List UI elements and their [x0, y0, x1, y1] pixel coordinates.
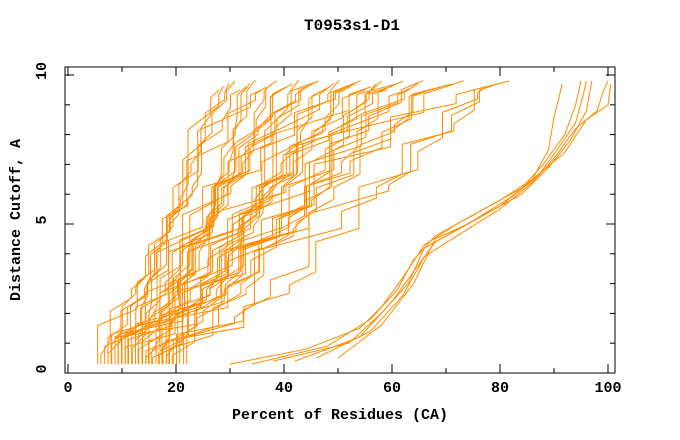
- model-curve: [110, 86, 267, 365]
- x-tick-label: 0: [63, 380, 72, 397]
- model-curve: [294, 80, 593, 362]
- model-curve: [165, 83, 335, 365]
- model-curve: [117, 83, 230, 365]
- model-curve: [97, 89, 220, 365]
- x-tick-label: 20: [167, 380, 185, 397]
- model-curve: [251, 80, 582, 365]
- model-curve: [100, 89, 262, 365]
- x-tick-label: 80: [491, 380, 509, 397]
- model-curve: [107, 89, 346, 365]
- model-curve: [172, 83, 419, 365]
- model-curve: [104, 89, 304, 365]
- model-curve: [114, 86, 309, 365]
- model-curve: [337, 83, 612, 359]
- model-curve: [186, 80, 510, 365]
- model-curve: [121, 86, 392, 365]
- model-curve: [135, 83, 453, 365]
- model-curve: [179, 80, 383, 365]
- model-curve: [165, 86, 487, 365]
- x-tick-label: 40: [275, 380, 293, 397]
- model-curves: [97, 80, 612, 365]
- model-curve: [273, 80, 587, 362]
- model-curve: [155, 89, 476, 365]
- model-curve: [114, 89, 430, 365]
- y-axis-label: Distance Cutoff, A: [8, 139, 25, 301]
- model-curve: [176, 83, 498, 365]
- chart-title: T0953s1-D1: [304, 17, 400, 35]
- axis-ticks: [65, 67, 615, 374]
- model-curve: [131, 83, 398, 365]
- y-tick-label: 0: [34, 364, 51, 373]
- model-curve: [152, 89, 408, 365]
- model-curve: [124, 83, 314, 365]
- model-curve: [145, 80, 464, 365]
- y-tick-label: 5: [34, 215, 51, 224]
- x-tick-label: 60: [383, 380, 401, 397]
- model-curve: [137, 89, 241, 365]
- plot-frame: [64, 66, 616, 374]
- model-curve: [111, 89, 387, 365]
- model-curve: [124, 86, 442, 365]
- x-axis-label: Percent of Residues (CA): [232, 407, 448, 424]
- model-curve: [148, 89, 367, 365]
- x-tick-label: 100: [594, 380, 621, 397]
- y-tick-label: 10: [34, 62, 51, 80]
- axis-tick-labels: 0 20 40 60 80 100 0 5 10: [34, 62, 622, 397]
- model-curve: [176, 80, 340, 365]
- model-curve: [148, 86, 247, 365]
- model-curve: [183, 80, 424, 365]
- model-curve: [127, 80, 236, 365]
- model-curve: [161, 83, 293, 365]
- model-curve: [168, 80, 256, 365]
- model-curve: [158, 86, 371, 365]
- model-curve: [316, 80, 609, 359]
